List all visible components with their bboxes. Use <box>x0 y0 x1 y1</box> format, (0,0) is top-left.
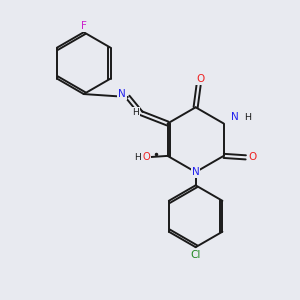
Text: F: F <box>81 21 87 31</box>
Text: H: H <box>244 112 251 122</box>
Text: O: O <box>142 152 150 162</box>
Text: N: N <box>231 112 239 122</box>
Text: H: H <box>132 108 139 117</box>
Text: Cl: Cl <box>190 250 201 260</box>
Text: O: O <box>248 152 256 162</box>
Text: N: N <box>118 89 126 99</box>
Text: O: O <box>196 74 204 84</box>
Text: N: N <box>192 167 200 177</box>
Text: H: H <box>134 153 141 162</box>
